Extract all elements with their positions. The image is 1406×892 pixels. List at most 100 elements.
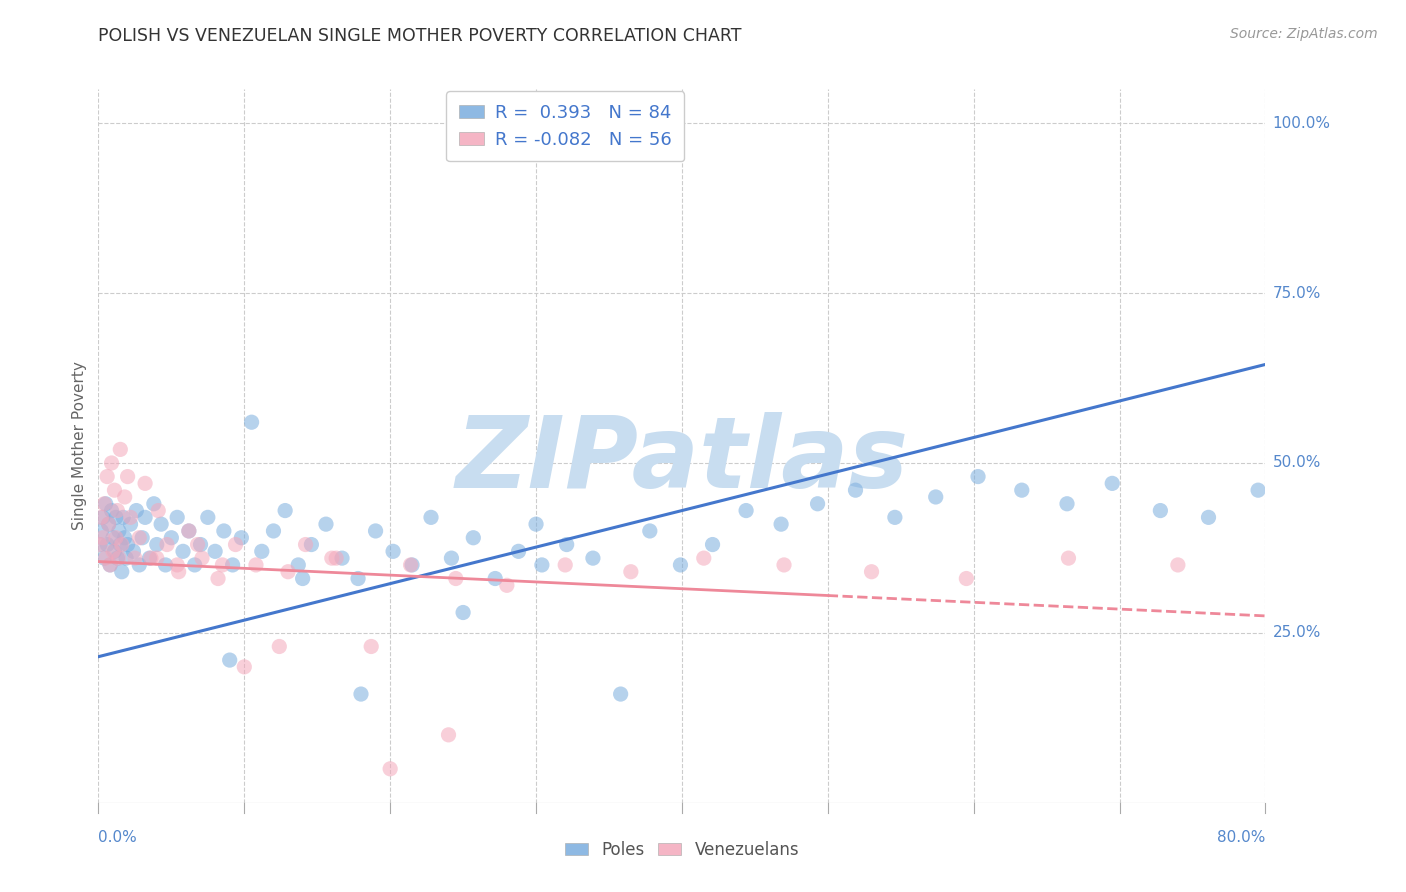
Point — [1284, 565, 1306, 579]
Point — [105, 503, 128, 517]
Text: 100.0%: 100.0% — [1272, 116, 1330, 131]
Point — [496, 578, 519, 592]
Point — [693, 551, 716, 566]
Point — [554, 558, 576, 572]
Point — [444, 572, 467, 586]
Point — [111, 537, 134, 551]
Point — [524, 517, 547, 532]
Point — [582, 551, 605, 566]
Point — [160, 531, 183, 545]
Point — [380, 762, 402, 776]
Point — [131, 531, 153, 545]
Point — [177, 524, 200, 538]
Point — [1011, 483, 1033, 498]
Point — [155, 558, 177, 572]
Point — [773, 558, 796, 572]
Point — [350, 687, 373, 701]
Point — [955, 572, 977, 586]
Point — [530, 558, 553, 572]
Y-axis label: Single Mother Poverty: Single Mother Poverty — [72, 361, 87, 531]
Point — [187, 537, 209, 551]
Point — [463, 531, 485, 545]
Point — [108, 551, 131, 566]
Point — [1056, 497, 1078, 511]
Point — [120, 510, 142, 524]
Point — [437, 728, 460, 742]
Point — [231, 531, 253, 545]
Point — [93, 497, 115, 511]
Point — [1198, 510, 1220, 524]
Point — [735, 503, 758, 517]
Point — [108, 524, 131, 538]
Point — [167, 565, 190, 579]
Point — [240, 415, 263, 429]
Point — [120, 517, 142, 532]
Point — [1247, 483, 1270, 498]
Point — [112, 510, 135, 524]
Text: ZIPatlas: ZIPatlas — [456, 412, 908, 508]
Point — [124, 551, 146, 566]
Point — [98, 558, 121, 572]
Point — [287, 558, 309, 572]
Point — [484, 572, 506, 586]
Point — [844, 483, 866, 498]
Point — [91, 510, 114, 524]
Point — [94, 497, 117, 511]
Point — [225, 537, 247, 551]
Point — [250, 544, 273, 558]
Text: 75.0%: 75.0% — [1272, 285, 1322, 301]
Point — [277, 565, 299, 579]
Point — [94, 551, 117, 566]
Point — [100, 503, 122, 517]
Point — [97, 517, 120, 532]
Point — [96, 469, 118, 483]
Point — [101, 544, 124, 558]
Point — [115, 551, 138, 566]
Point — [1167, 558, 1189, 572]
Point — [925, 490, 948, 504]
Point — [100, 456, 122, 470]
Point — [177, 524, 200, 538]
Point — [89, 537, 111, 551]
Point — [315, 517, 337, 532]
Point — [221, 558, 243, 572]
Point — [183, 558, 205, 572]
Point — [770, 517, 793, 532]
Point — [274, 503, 297, 517]
Point — [117, 537, 139, 551]
Point — [142, 497, 165, 511]
Point — [451, 606, 474, 620]
Point — [197, 510, 219, 524]
Point — [1057, 551, 1080, 566]
Point — [204, 544, 226, 558]
Point — [967, 469, 990, 483]
Point — [291, 572, 314, 586]
Point — [191, 551, 214, 566]
Point — [806, 497, 828, 511]
Point — [114, 531, 136, 545]
Point — [172, 544, 194, 558]
Point — [207, 572, 229, 586]
Text: 0.0%: 0.0% — [98, 830, 138, 845]
Point — [114, 490, 136, 504]
Point — [104, 531, 127, 545]
Point — [399, 558, 422, 572]
Point — [146, 551, 169, 566]
Point — [382, 544, 405, 558]
Point — [211, 558, 233, 572]
Point — [440, 551, 463, 566]
Point — [139, 551, 162, 566]
Point — [360, 640, 382, 654]
Point — [125, 503, 148, 517]
Point — [347, 572, 370, 586]
Point — [190, 537, 212, 551]
Point — [98, 558, 121, 572]
Point — [294, 537, 316, 551]
Point — [111, 565, 134, 579]
Point — [146, 537, 169, 551]
Point — [134, 510, 156, 524]
Point — [166, 510, 188, 524]
Point — [97, 517, 120, 532]
Point — [1101, 476, 1123, 491]
Point — [128, 558, 150, 572]
